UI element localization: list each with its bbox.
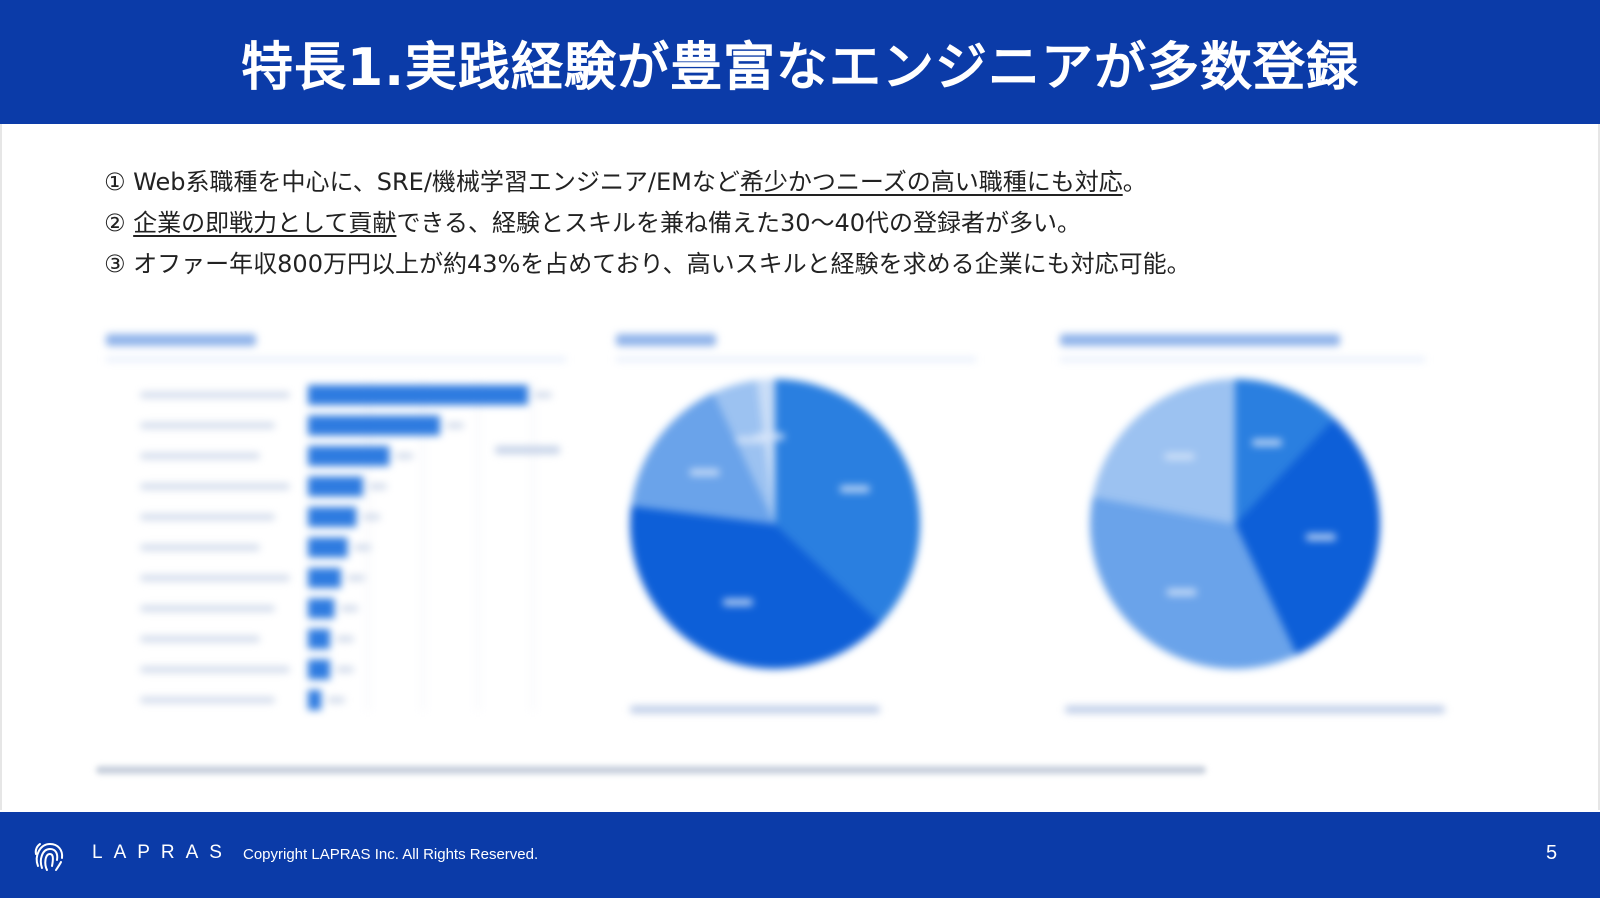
bar-value-blur — [395, 453, 414, 459]
page-number: 5 — [1546, 842, 1558, 864]
bar-label-blur — [140, 636, 260, 642]
point-number: ① — [104, 168, 126, 196]
point-text-end: 。 — [1122, 168, 1147, 196]
bar-value-blur — [336, 636, 354, 642]
bar — [308, 659, 330, 680]
bar — [308, 446, 390, 466]
bar-label-blur — [140, 544, 260, 551]
bar-label-blur — [140, 453, 260, 459]
brand-wordmark: LAPRAS — [92, 842, 233, 863]
pie-slice — [630, 505, 881, 669]
pie-slice — [631, 392, 775, 524]
slice-label-blur — [754, 433, 785, 441]
point-text: オファー年収800万円以上が約43%を占めており、高いスキルと経験を求める企業に… — [133, 250, 1191, 278]
bar-value-blur — [369, 483, 387, 490]
slide-body — [0, 124, 1600, 810]
pie-slice — [1235, 379, 1335, 524]
feature-points: ① Web系職種を中心に、SRE/機械学習エンジニア/EMなど希少かつニーズの高… — [104, 162, 1484, 285]
pie-slice — [1090, 496, 1297, 669]
copyright-text: Copyright LAPRAS Inc. All Rights Reserve… — [243, 846, 539, 863]
bar-chart — [140, 381, 560, 711]
pie-left-legend-blur — [630, 706, 880, 713]
bar-label-blur — [140, 514, 275, 520]
pie-right-title-blur — [1060, 334, 1340, 346]
slide-title: 特長1.実践経験が豊富なエンジニアが多数登録 — [241, 37, 1359, 98]
bar — [308, 415, 440, 436]
bar-value-blur — [534, 392, 552, 398]
bar — [308, 385, 528, 405]
slide-footer: LAPRAS Copyright LAPRAS Inc. All Rights … — [0, 812, 1600, 898]
pie-chart-left — [630, 379, 920, 669]
fingerprint-logo-icon — [34, 842, 64, 871]
slide-header: 特長1.実践経験が豊富なエンジニアが多数登録 — [0, 0, 1600, 124]
source-note-blur — [96, 766, 1206, 774]
bar-value-blur — [353, 544, 372, 551]
legend-blur — [495, 446, 560, 454]
slice-label-blur — [689, 468, 720, 476]
pie-left-rule — [616, 358, 976, 361]
point-emphasis: 企業の即戦力として貢献 — [133, 209, 397, 237]
bar-label-blur — [140, 422, 275, 429]
pie-slice — [1092, 379, 1235, 524]
slice-label-blur — [1164, 452, 1195, 460]
point-3: ③ オファー年収800万円以上が約43%を占めており、高いスキルと経験を求める企… — [104, 244, 1484, 285]
bar-label-blur — [140, 575, 290, 581]
bar — [308, 629, 330, 649]
bar-chart-title-blur — [106, 334, 256, 346]
bar-chart-rule — [106, 358, 566, 361]
pie-slice — [713, 380, 775, 524]
bar — [308, 476, 363, 497]
pie-chart-right — [1090, 379, 1380, 669]
slice-label-blur — [839, 485, 870, 493]
point-number: ② — [104, 209, 126, 237]
pie-right-rule — [1060, 358, 1425, 361]
bar-value-blur — [446, 422, 464, 429]
bar-label-blur — [140, 697, 275, 703]
bar-value-blur — [362, 514, 381, 520]
point-2: ② 企業の即戦力として貢献できる、経験とスキルを兼ね備えた30〜40代の登録者が… — [104, 203, 1484, 244]
pie-left-title-blur — [616, 334, 716, 346]
bar-value-blur — [347, 575, 365, 581]
bar-label-blur — [140, 666, 290, 673]
point-text-end: できる、経験とスキルを兼ね備えた30〜40代の登録者が多い。 — [396, 209, 1082, 237]
bar-value-blur — [336, 666, 354, 673]
bar-label-blur — [140, 483, 290, 490]
slice-label-blur — [1166, 588, 1197, 596]
point-1: ① Web系職種を中心に、SRE/機械学習エンジニア/EMなど希少かつニーズの高… — [104, 162, 1484, 203]
bar-value-blur — [340, 605, 359, 612]
bar-label-blur — [140, 392, 290, 398]
blurred-charts — [80, 316, 1520, 786]
pie-right-legend-blur — [1065, 706, 1445, 713]
bar-label-blur — [140, 605, 275, 612]
bar — [308, 507, 357, 527]
bar — [308, 568, 341, 588]
slice-label-blur — [722, 598, 753, 606]
bar — [308, 537, 348, 558]
pie-slice — [756, 379, 775, 524]
point-text: Web系職種を中心に、SRE/機械学習エンジニア/EMなど — [133, 168, 740, 196]
slice-label-blur — [1252, 439, 1283, 447]
bar-value-blur — [327, 697, 346, 703]
pie-slice — [775, 379, 920, 624]
point-number: ③ — [104, 250, 126, 278]
bar — [308, 598, 335, 619]
bar — [308, 690, 322, 710]
point-emphasis: 希少かつニーズの高い職種にも対応 — [739, 168, 1123, 196]
slice-label-blur — [1305, 533, 1336, 541]
